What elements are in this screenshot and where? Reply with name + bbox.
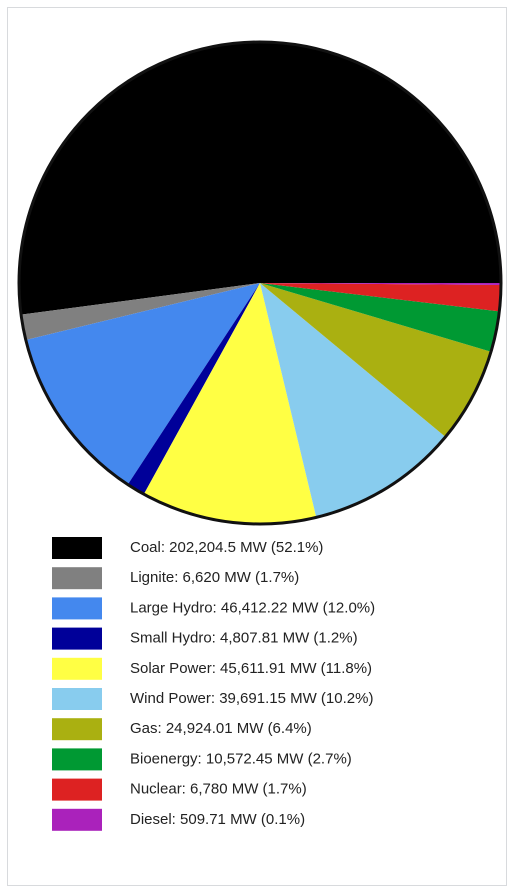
legend-label: Solar Power: 45,611.91 MW (11.8%) [130, 660, 372, 677]
legend-label: Wind Power: 39,691.15 MW (10.2%) [130, 690, 373, 707]
legend: Coal: 202,204.5 MW (52.1%) Lignite: 6,620… [52, 537, 375, 831]
pie-slice [260, 283, 501, 312]
legend-label: Bioenergy: 10,572.45 MW (2.7%) [130, 750, 352, 767]
legend-swatch [52, 537, 102, 559]
legend-swatch [52, 778, 102, 801]
pie [17, 40, 503, 526]
pie-slice [21, 283, 260, 341]
pie-slice [19, 42, 501, 315]
legend-swatch [52, 567, 102, 590]
legend-swatch [52, 657, 102, 680]
pie-slice [25, 283, 260, 485]
legend-label: Large Hydro: 46,412.22 MW (12.0%) [130, 599, 375, 616]
legend-label: Coal: 202,204.5 MW (52.1%) [130, 539, 323, 556]
legend-swatch [52, 808, 102, 831]
legend-swatch [52, 688, 102, 710]
legend-label: Nuclear: 6,780 MW (1.7%) [130, 781, 307, 798]
pie-slice [260, 283, 446, 518]
pie-slice [260, 283, 500, 352]
pie-outline [17, 40, 503, 526]
legend-swatch [52, 748, 102, 771]
legend-label: Diesel: 509.71 MW (0.1%) [130, 811, 305, 828]
legend-swatch [52, 597, 102, 620]
pie-slice [143, 283, 317, 525]
pie-slice [260, 283, 491, 437]
pie-slice [260, 283, 501, 285]
pie-slice [127, 283, 261, 495]
legend-swatch [52, 627, 102, 650]
legend-swatch [52, 718, 102, 741]
legend-label: Lignite: 6,620 MW (1.7%) [130, 569, 299, 586]
legend-label: Gas: 24,924.01 MW (6.4%) [130, 720, 312, 737]
legend-label: Small Hydro: 4,807.81 MW (1.2%) [130, 630, 358, 647]
